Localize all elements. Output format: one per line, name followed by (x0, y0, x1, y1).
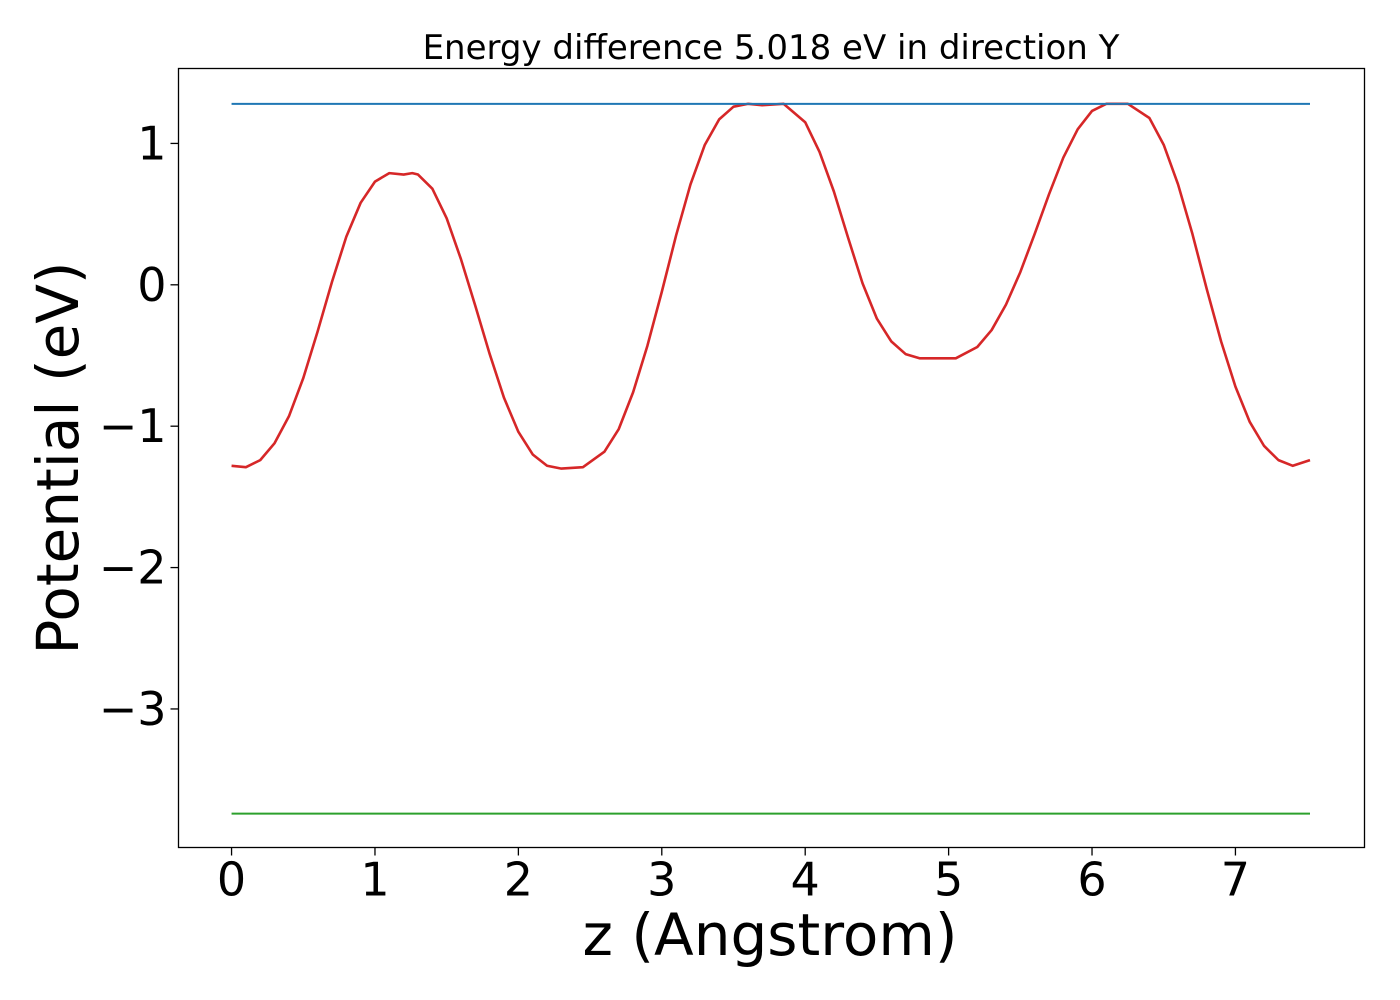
x-axis-label: z (Angstrom) (583, 901, 958, 969)
x-tick-label: 3 (647, 853, 676, 907)
ticks-layer: 0 1 2 3 4 5 6 7 1 0 −1 −2 −3 (99, 116, 1250, 906)
y-tick-label: 0 (137, 258, 166, 312)
plot-frame (177, 67, 1366, 849)
x-tick-label: 1 (360, 853, 389, 907)
y-tick-label: −3 (99, 682, 167, 736)
y-tick-label: −1 (99, 399, 167, 453)
y-axis-label: Potential (eV) (24, 261, 92, 654)
x-tick-label: 0 (217, 853, 246, 907)
x-tick-label: 6 (1077, 853, 1106, 907)
chart-title: Energy difference 5.018 eV in direction … (423, 28, 1120, 68)
y-tick-label: 1 (137, 116, 166, 170)
x-tick-label: 4 (791, 853, 820, 907)
series-layer (231, 102, 1311, 815)
x-tick-label: 2 (504, 853, 533, 907)
x-tick-label: 7 (1221, 853, 1250, 907)
y-tick-label: −2 (99, 541, 167, 595)
x-tick-label: 5 (934, 853, 963, 907)
